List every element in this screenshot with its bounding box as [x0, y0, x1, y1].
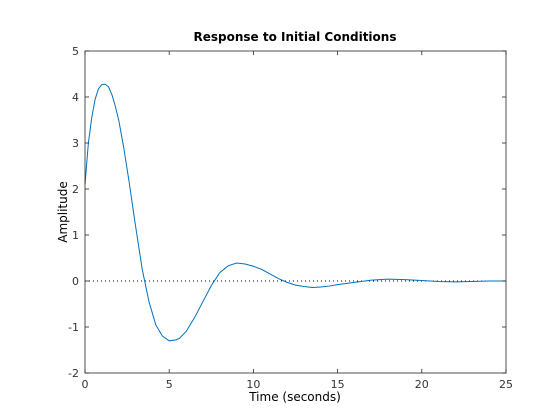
- x-tick-label: 20: [415, 378, 429, 391]
- y-tick-label: 3: [72, 137, 79, 150]
- x-tick-label: 25: [499, 378, 513, 391]
- y-tick-label: 1: [72, 229, 79, 242]
- y-tick-label: 5: [72, 45, 79, 58]
- x-axis-title: Time (seconds): [248, 390, 341, 404]
- chart-title: Response to Initial Conditions: [194, 30, 397, 44]
- x-tick-label: 5: [166, 378, 173, 391]
- series-line: [84, 83, 506, 342]
- axes-box: [84, 50, 507, 374]
- x-tick-labels: 0 5 10 15 20 25: [82, 378, 514, 391]
- y-axis-title: Amplitude: [56, 181, 70, 243]
- y-tick-label: 4: [72, 91, 79, 104]
- axis-ticks: [84, 50, 507, 374]
- x-tick-label: 0: [82, 378, 89, 391]
- y-tick-labels: -2 -1 0 1 2 3 4 5: [68, 45, 79, 380]
- y-tick-label: -2: [68, 367, 79, 380]
- y-tick-label: 0: [72, 275, 79, 288]
- y-tick-label: 2: [72, 183, 79, 196]
- x-tick-label: 15: [331, 378, 345, 391]
- x-tick-label: 10: [246, 378, 260, 391]
- plot-area: [85, 51, 506, 373]
- y-tick-label: -1: [68, 321, 79, 334]
